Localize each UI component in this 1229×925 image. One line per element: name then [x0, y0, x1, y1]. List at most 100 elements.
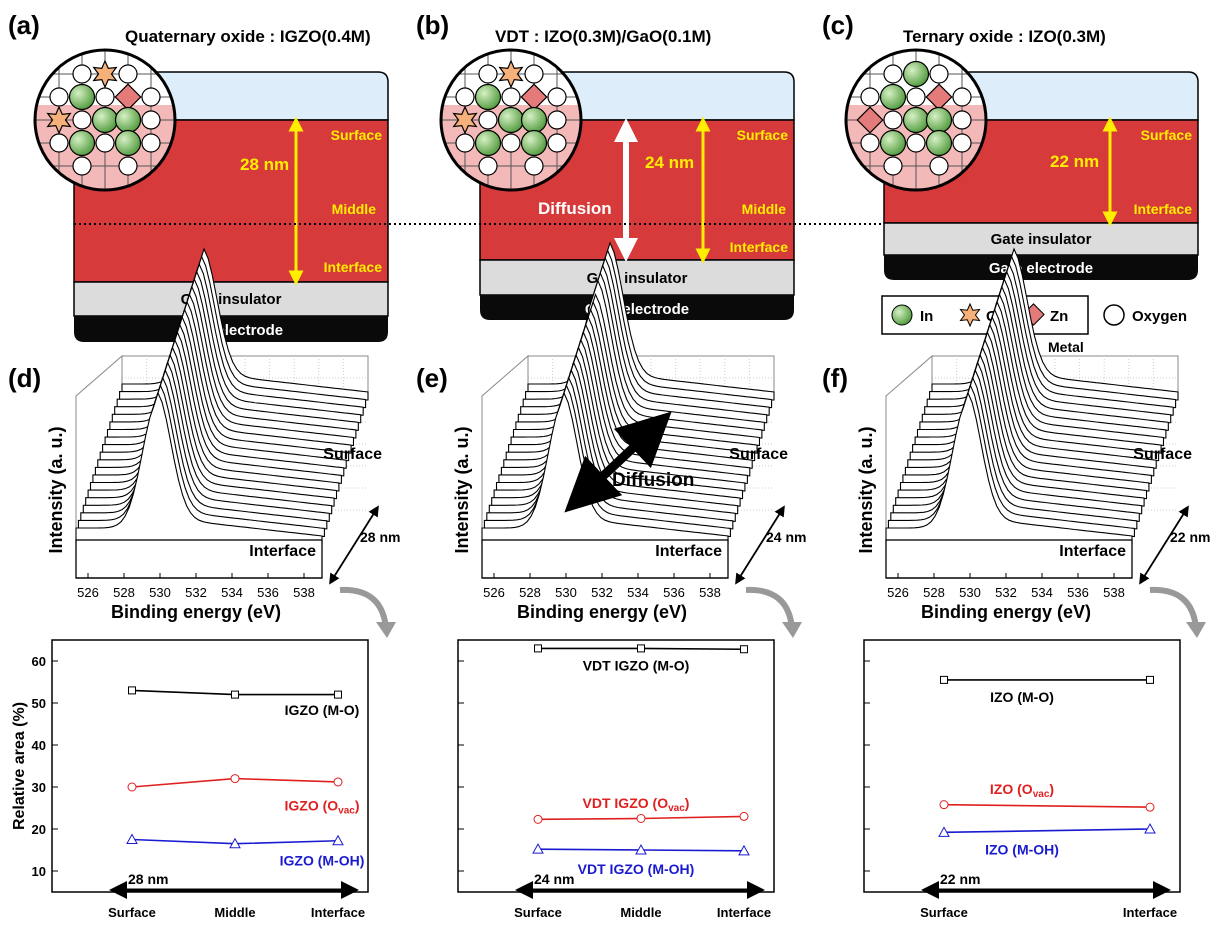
spectrum-trace — [481, 391, 729, 545]
x-tick-label: 526 — [77, 585, 99, 600]
ga-icon — [959, 302, 981, 328]
series-label: VDT IGZO (Ovac) — [583, 795, 690, 814]
in-atom — [902, 106, 930, 134]
front-box — [885, 539, 1133, 579]
series-label: IZO (M-OH) — [985, 842, 1059, 858]
data-point — [1144, 822, 1156, 834]
oxygen-atom — [141, 110, 161, 130]
oxygen-atom — [524, 156, 544, 176]
zn-atom — [520, 83, 548, 111]
relative-area-chart-2: Surface Interface 22 nm IZO (M-O) IZO (Ovac)… — [863, 639, 1181, 920]
data-point — [127, 782, 137, 792]
oxygen-atom — [49, 87, 69, 107]
x-tick-label: 532 — [591, 585, 613, 600]
xps-interface: Interface — [1059, 543, 1126, 560]
depth-label: 22 nm — [1170, 529, 1210, 545]
oxygen-atom — [929, 156, 949, 176]
x-category-label: Surface — [108, 905, 156, 920]
panel-tag-c: (c) — [822, 10, 854, 40]
lattice-insets — [33, 48, 988, 192]
panel-tag-e: (e) — [416, 363, 448, 393]
data-point — [534, 644, 542, 653]
oxygen-atom — [455, 87, 475, 107]
oxygen-atom — [547, 87, 567, 107]
oxygen-atom — [478, 110, 498, 130]
depth-arrow — [329, 505, 379, 585]
x-tick-label: 536 — [257, 585, 279, 600]
oxygen-atom — [455, 133, 475, 153]
oxygen-atom — [501, 133, 521, 153]
front-box — [481, 539, 729, 579]
ga-atom — [46, 105, 72, 135]
spectrum-trace — [75, 391, 323, 545]
surface-c: Surface — [1141, 127, 1193, 143]
in-atom — [520, 129, 548, 157]
oxygen-atom — [49, 133, 69, 153]
oxygen-atom — [883, 110, 903, 130]
xps-ylabel: Intensity (a. u.) — [856, 426, 876, 553]
oxygen-atom — [95, 133, 115, 153]
curved-arrow — [339, 586, 389, 629]
oxygen-atom — [72, 156, 92, 176]
panel-tag-b: (b) — [416, 10, 449, 40]
xps-surface: Surface — [1133, 446, 1192, 463]
legend-zn: Zn — [1050, 308, 1068, 325]
depth-label: 28 nm — [360, 529, 400, 545]
x-tick-label: 532 — [995, 585, 1017, 600]
interface-c: Interface — [1134, 201, 1193, 217]
oxygen-atom — [929, 64, 949, 84]
x-tick-label: 534 — [221, 585, 243, 600]
x-tick-label: 532 — [185, 585, 207, 600]
x-tick-label: 528 — [519, 585, 541, 600]
xps-plot-1: 526 528 530 532 534 536 538 Binding energy (eV)… — [452, 241, 806, 638]
relative-area-charts: 10 20 30 40 50 60 Relative area (%) Surface Midd… — [11, 639, 1181, 920]
in-atom — [925, 129, 953, 157]
curved-arrow — [745, 586, 795, 629]
xps-ylabel: Intensity (a. u.) — [46, 426, 66, 553]
curved-arrow-head — [376, 622, 396, 638]
chart-ylabel: Relative area (%) — [11, 702, 28, 830]
legend-in: In — [920, 308, 933, 325]
lattice-border — [439, 48, 583, 192]
depth-label: 22 nm — [940, 871, 980, 887]
in-atom — [925, 106, 953, 134]
title-b: VDT : IZO(0.3M)/GaO(0.1M) — [495, 27, 711, 46]
xps-xlabel: Binding energy (eV) — [111, 602, 281, 622]
data-point — [128, 686, 136, 695]
depth-arrow — [735, 505, 785, 585]
x-category-label: Interface — [311, 905, 365, 920]
lattice-border — [33, 48, 177, 192]
data-point — [1146, 675, 1154, 684]
x-category-label: Middle — [214, 905, 255, 920]
data-point — [740, 645, 748, 654]
data-point — [938, 826, 950, 837]
series-label: IGZO (M-O) — [285, 702, 360, 718]
x-tick-label: 528 — [923, 585, 945, 600]
in-atom — [114, 106, 142, 134]
oxygen-atom — [952, 87, 972, 107]
surface-b: Surface — [737, 127, 789, 143]
in-atom — [879, 83, 907, 111]
oxygen-atom — [478, 64, 498, 84]
zn-atom — [856, 106, 884, 134]
interface-b: Interface — [730, 239, 789, 255]
oxygen-atom — [860, 87, 880, 107]
in-atom — [91, 106, 119, 134]
x-tick-label: 526 — [483, 585, 505, 600]
middle-a: Middle — [332, 201, 377, 217]
series-label: IGZO (Ovac) — [284, 798, 359, 817]
oxygen-atom — [72, 110, 92, 130]
x-tick-label: 536 — [1067, 585, 1089, 600]
data-point — [635, 843, 647, 855]
ga-atom — [498, 59, 524, 89]
oxygen-atom — [547, 110, 567, 130]
title-c: Ternary oxide : IZO(0.3M) — [903, 27, 1106, 46]
x-category-label: Middle — [620, 905, 661, 920]
x-tick-label: 538 — [293, 585, 315, 600]
oxygen-atom — [906, 87, 926, 107]
data-point — [739, 811, 749, 821]
oxygen-atom — [95, 87, 115, 107]
panel-tag-f: (f) — [822, 363, 848, 393]
in-atom — [474, 83, 502, 111]
